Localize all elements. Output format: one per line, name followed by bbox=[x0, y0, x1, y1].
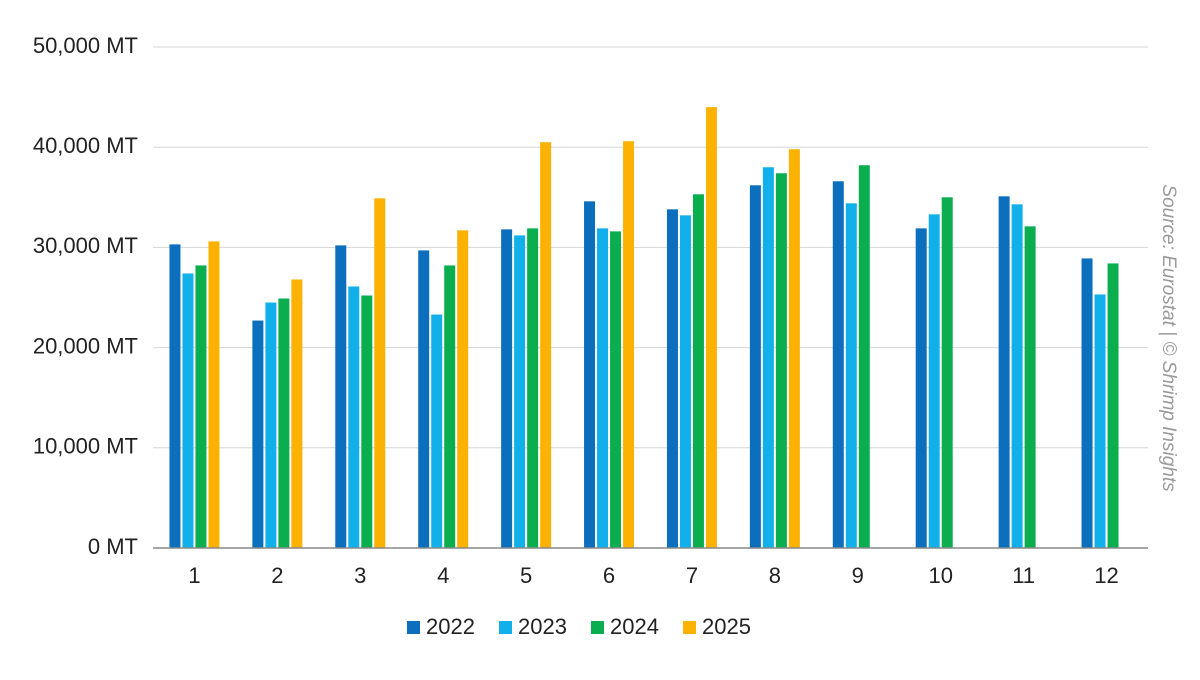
legend-label: 2024 bbox=[610, 614, 659, 639]
bar-2022-month-12 bbox=[1081, 258, 1093, 548]
x-tick-label: 8 bbox=[769, 563, 781, 588]
bar-2024-month-4 bbox=[444, 265, 456, 548]
legend-item-2023: 2023 bbox=[499, 614, 567, 639]
bar-2025-month-8 bbox=[788, 149, 800, 549]
bar-2025-month-6 bbox=[623, 141, 635, 549]
x-axis-tick-labels: 1 2 3 4 5 6 7 8 9 10 11 12 bbox=[188, 563, 1118, 588]
legend-label: 2023 bbox=[518, 614, 567, 639]
legend-item-2025: 2025 bbox=[683, 614, 751, 639]
bar-2022-month-8 bbox=[749, 185, 761, 548]
bar-2022-month-6 bbox=[584, 201, 596, 549]
legend-swatch bbox=[499, 621, 512, 634]
legend-label: 2025 bbox=[702, 614, 751, 639]
bar-2022-month-1 bbox=[169, 244, 181, 549]
x-tick-label: 7 bbox=[686, 563, 698, 588]
y-tick-label: 0 MT bbox=[88, 534, 138, 559]
bar-2023-month-8 bbox=[762, 167, 774, 549]
x-tick-label: 3 bbox=[354, 563, 366, 588]
y-tick-label: 50,000 MT bbox=[33, 33, 138, 58]
x-tick-label: 5 bbox=[520, 563, 532, 588]
y-tick-label: 20,000 MT bbox=[33, 333, 138, 358]
bar-2023-month-9 bbox=[845, 203, 857, 548]
bar-2025-month-1 bbox=[208, 241, 220, 548]
y-axis-tick-labels: 0 MT 10,000 MT 20,000 MT 30,000 MT 40,000 MT… bbox=[33, 33, 138, 559]
bar-2023-month-12 bbox=[1094, 294, 1106, 548]
y-tick-label: 30,000 MT bbox=[33, 233, 138, 258]
bar-2024-month-9 bbox=[858, 165, 870, 548]
bar-2025-month-3 bbox=[374, 198, 386, 548]
x-tick-label: 6 bbox=[603, 563, 615, 588]
legend-item-2024: 2024 bbox=[591, 614, 659, 639]
bar-2024-month-8 bbox=[775, 173, 787, 548]
legend: 2022 2023 2024 2025 bbox=[407, 614, 751, 639]
bar-2023-month-3 bbox=[348, 286, 360, 548]
legend-swatch bbox=[591, 621, 604, 634]
legend-label: 2022 bbox=[426, 614, 475, 639]
bar-2024-month-2 bbox=[278, 298, 290, 548]
x-tick-label: 12 bbox=[1094, 563, 1118, 588]
bar-2022-month-4 bbox=[418, 250, 430, 548]
bar-2023-month-4 bbox=[431, 314, 443, 548]
bar-2023-month-5 bbox=[514, 235, 526, 548]
x-tick-label: 11 bbox=[1012, 563, 1035, 588]
bar-2024-month-7 bbox=[692, 194, 704, 548]
bar-2022-month-2 bbox=[252, 320, 264, 548]
bar-2022-month-5 bbox=[501, 229, 513, 548]
x-tick-label: 2 bbox=[271, 563, 283, 588]
bar-2025-month-4 bbox=[457, 230, 469, 548]
x-tick-label: 4 bbox=[437, 563, 449, 588]
bar-2023-month-10 bbox=[928, 214, 940, 549]
bar-2024-month-5 bbox=[527, 228, 539, 548]
bar-2022-month-3 bbox=[335, 245, 347, 548]
bar-2024-month-1 bbox=[195, 265, 207, 548]
legend-item-2022: 2022 bbox=[407, 614, 475, 639]
y-tick-label: 40,000 MT bbox=[33, 133, 138, 158]
x-tick-label: 9 bbox=[852, 563, 864, 588]
bar-2023-month-11 bbox=[1011, 204, 1023, 548]
bar-2023-month-1 bbox=[182, 273, 194, 548]
bar-2022-month-11 bbox=[998, 196, 1010, 548]
bar-2024-month-3 bbox=[361, 295, 373, 548]
x-tick-label: 10 bbox=[928, 563, 952, 588]
source-credit: Source: Eurostat | © Shrimp Insights bbox=[1158, 184, 1179, 492]
gridlines bbox=[153, 46, 1148, 449]
y-tick-label: 10,000 MT bbox=[33, 434, 138, 459]
bar-2023-month-2 bbox=[265, 302, 277, 548]
bar-2023-month-7 bbox=[679, 215, 691, 548]
bars bbox=[169, 107, 1119, 549]
bar-2024-month-12 bbox=[1107, 263, 1119, 548]
bar-2022-month-9 bbox=[832, 181, 844, 548]
bar-2025-month-5 bbox=[540, 142, 552, 548]
bar-2024-month-10 bbox=[941, 197, 953, 549]
x-tick-label: 1 bbox=[188, 563, 200, 588]
bar-2025-month-2 bbox=[291, 279, 303, 548]
bar-2022-month-10 bbox=[915, 228, 927, 548]
bar-2023-month-6 bbox=[597, 228, 609, 548]
bar-2024-month-11 bbox=[1024, 226, 1036, 548]
bar-2024-month-6 bbox=[610, 231, 622, 549]
legend-swatch bbox=[683, 621, 696, 634]
bar-2022-month-7 bbox=[666, 209, 678, 548]
legend-swatch bbox=[407, 621, 420, 634]
bar-2025-month-7 bbox=[705, 107, 717, 549]
